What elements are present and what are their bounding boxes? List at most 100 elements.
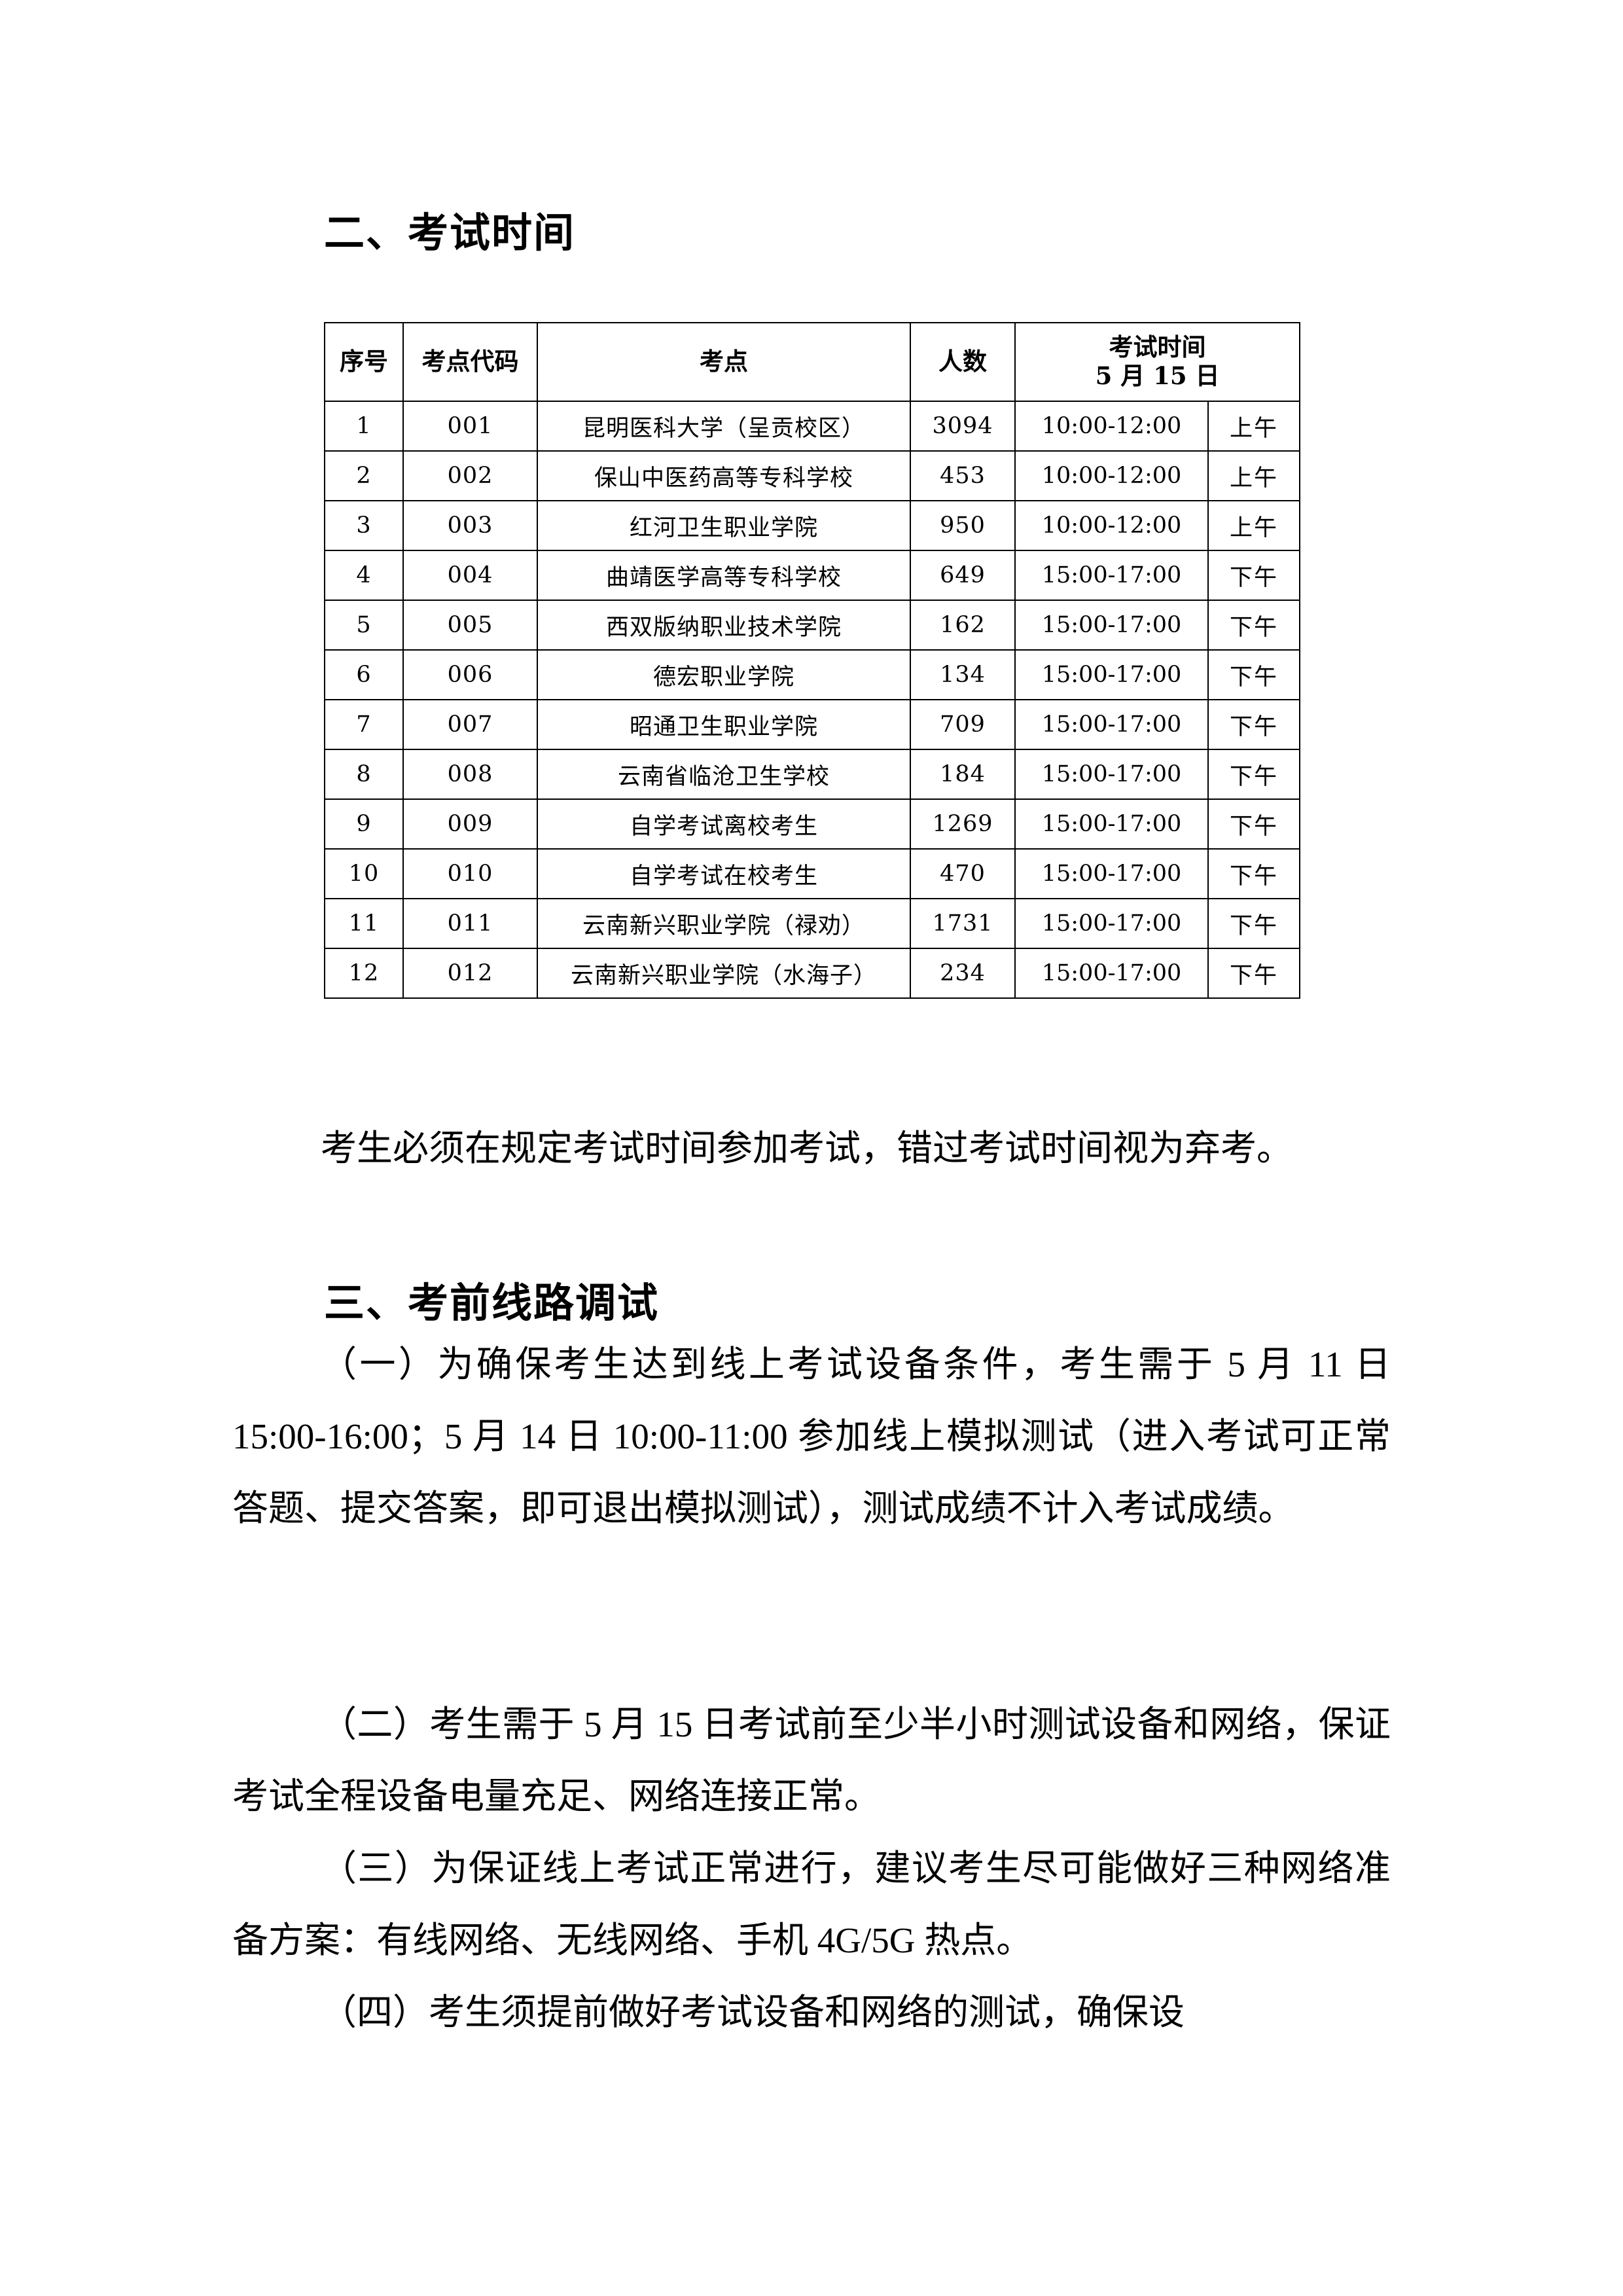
cell-site-name: 昆明医科大学（呈贡校区） xyxy=(537,401,911,452)
cell-person-count: 134 xyxy=(910,649,1016,700)
cell-person-count: 184 xyxy=(910,749,1016,800)
cell-sequence-number: 10 xyxy=(324,848,404,899)
header-cell-code: 考点代码 xyxy=(402,322,538,402)
cell-site-code: 004 xyxy=(402,550,538,601)
cell-exam-time: 15:00-17:00 xyxy=(1014,798,1209,850)
cell-half-day: 上午 xyxy=(1207,500,1301,551)
cell-half-day: 上午 xyxy=(1207,401,1301,452)
cell-exam-time: 10:00-12:00 xyxy=(1014,401,1209,452)
section-heading-exam-time: 二、考试时间 xyxy=(324,209,576,257)
header-cell-site: 考点 xyxy=(537,322,911,402)
table-body: 1 001 昆明医科大学（呈贡校区） 3094 10:00-12:00 上午 2 002 保山中… xyxy=(324,401,1301,999)
cell-site-name: 曲靖医学高等专科学校 xyxy=(537,550,911,601)
cell-site-name: 云南省临沧卫生学校 xyxy=(537,749,911,800)
section-heading-pre-exam-line-debug: 三、考前线路调试 xyxy=(324,1279,660,1327)
table-row: 1 001 昆明医科大学（呈贡校区） 3094 10:00-12:00 上午 xyxy=(324,401,1301,452)
table-header-row: 序号 考点代码 考点 人数 考试时间 5 月 15 日 xyxy=(324,322,1301,402)
table-row: 5 005 西双版纳职业技术学院 162 15:00-17:00 下午 xyxy=(324,600,1301,651)
table-row: 7 007 昭通卫生职业学院 709 15:00-17:00 下午 xyxy=(324,699,1301,750)
cell-exam-time: 10:00-12:00 xyxy=(1014,450,1209,501)
paragraph-item-four: （四）考生须提前做好考试设备和网络的测试，确保设 xyxy=(321,1992,1185,2032)
paragraph-item-three: （三）为保证线上考试正常进行，建议考生尽可能做好三种网络准备方案：有线网络、无线… xyxy=(232,1848,1391,1960)
cell-person-count: 1731 xyxy=(910,898,1016,949)
cell-sequence-number: 6 xyxy=(324,649,404,700)
cell-site-code: 010 xyxy=(402,848,538,899)
cell-sequence-number: 4 xyxy=(324,550,404,601)
header-cell-count: 人数 xyxy=(910,322,1016,402)
table-header: 序号 考点代码 考点 人数 考试时间 5 月 15 日 xyxy=(324,322,1301,402)
cell-sequence-number: 1 xyxy=(324,401,404,452)
cell-site-code: 003 xyxy=(402,500,538,551)
cell-person-count: 950 xyxy=(910,500,1016,551)
table-row: 8 008 云南省临沧卫生学校 184 15:00-17:00 下午 xyxy=(324,749,1301,800)
cell-exam-time: 15:00-17:00 xyxy=(1014,848,1209,899)
cell-person-count: 709 xyxy=(910,699,1016,750)
table-row: 2 002 保山中医药高等专科学校 453 10:00-12:00 上午 xyxy=(324,450,1301,501)
cell-site-name: 红河卫生职业学院 xyxy=(537,500,911,551)
cell-person-count: 234 xyxy=(910,948,1016,999)
cell-half-day: 下午 xyxy=(1207,649,1301,700)
cell-site-name: 昭通卫生职业学院 xyxy=(537,699,911,750)
cell-sequence-number: 2 xyxy=(324,450,404,501)
cell-sequence-number: 8 xyxy=(324,749,404,800)
cell-person-count: 162 xyxy=(910,600,1016,651)
header-cell-exam-time: 考试时间 5 月 15 日 xyxy=(1014,322,1301,402)
cell-site-code: 009 xyxy=(402,798,538,850)
cell-exam-time: 15:00-17:00 xyxy=(1014,550,1209,601)
table-row: 9 009 自学考试离校考生 1269 15:00-17:00 下午 xyxy=(324,798,1301,850)
header-exam-time-line1: 考试时间 xyxy=(1109,332,1206,362)
cell-half-day: 下午 xyxy=(1207,898,1301,949)
table-row: 6 006 德宏职业学院 134 15:00-17:00 下午 xyxy=(324,649,1301,700)
cell-half-day: 下午 xyxy=(1207,798,1301,850)
cell-sequence-number: 11 xyxy=(324,898,404,949)
cell-exam-time: 15:00-17:00 xyxy=(1014,948,1209,999)
exam-schedule-table-wrapper: 序号 考点代码 考点 人数 考试时间 5 月 15 日 1 001 昆明医科大学（呈… xyxy=(324,322,1301,999)
table-row: 4 004 曲靖医学高等专科学校 649 15:00-17:00 下午 xyxy=(324,550,1301,601)
cell-half-day: 下午 xyxy=(1207,749,1301,800)
cell-exam-time: 15:00-17:00 xyxy=(1014,649,1209,700)
cell-site-code: 012 xyxy=(402,948,538,999)
cell-site-code: 001 xyxy=(402,401,538,452)
cell-site-code: 007 xyxy=(402,699,538,750)
cell-person-count: 453 xyxy=(910,450,1016,501)
table-row: 10 010 自学考试在校考生 470 15:00-17:00 下午 xyxy=(324,848,1301,899)
cell-half-day: 下午 xyxy=(1207,600,1301,651)
cell-sequence-number: 3 xyxy=(324,500,404,551)
table-row: 12 012 云南新兴职业学院（水海子） 234 15:00-17:00 下午 xyxy=(324,948,1301,999)
cell-sequence-number: 12 xyxy=(324,948,404,999)
header-cell-seq: 序号 xyxy=(324,322,404,402)
table-row: 3 003 红河卫生职业学院 950 10:00-12:00 上午 xyxy=(324,500,1301,551)
exam-schedule-table: 序号 考点代码 考点 人数 考试时间 5 月 15 日 1 001 昆明医科大学（呈… xyxy=(324,322,1301,999)
table-row: 11 011 云南新兴职业学院（禄劝） 1731 15:00-17:00 下午 xyxy=(324,898,1301,949)
cell-site-code: 005 xyxy=(402,600,538,651)
cell-site-code: 011 xyxy=(402,898,538,949)
cell-site-name: 云南新兴职业学院（禄劝） xyxy=(537,898,911,949)
cell-half-day: 下午 xyxy=(1207,848,1301,899)
cell-site-name: 自学考试在校考生 xyxy=(537,848,911,899)
cell-site-code: 006 xyxy=(402,649,538,700)
cell-site-name: 自学考试离校考生 xyxy=(537,798,911,850)
paragraph-must-attend: 考生必须在规定考试时间参加考试，错过考试时间视为弃考。 xyxy=(321,1128,1293,1168)
header-exam-time-line2: 5 月 15 日 xyxy=(1095,361,1220,390)
cell-exam-time: 15:00-17:00 xyxy=(1014,898,1209,949)
cell-site-name: 西双版纳职业技术学院 xyxy=(537,600,911,651)
cell-site-name: 德宏职业学院 xyxy=(537,649,911,700)
cell-sequence-number: 7 xyxy=(324,699,404,750)
cell-exam-time: 10:00-12:00 xyxy=(1014,500,1209,551)
cell-person-count: 649 xyxy=(910,550,1016,601)
cell-exam-time: 15:00-17:00 xyxy=(1014,699,1209,750)
cell-sequence-number: 9 xyxy=(324,798,404,850)
cell-site-code: 008 xyxy=(402,749,538,800)
paragraph-item-two: （二）考生需于 5 月 15 日考试前至少半小时测试设备和网络，保证考试全程设备… xyxy=(232,1704,1391,1816)
cell-half-day: 下午 xyxy=(1207,699,1301,750)
cell-site-name: 保山中医药高等专科学校 xyxy=(537,450,911,501)
cell-half-day: 上午 xyxy=(1207,450,1301,501)
cell-person-count: 1269 xyxy=(910,798,1016,850)
paragraph-item-one: （一）为确保考生达到线上考试设备条件，考生需于 5 月 11 日 15:00-1… xyxy=(232,1344,1391,1528)
cell-person-count: 3094 xyxy=(910,401,1016,452)
cell-site-name: 云南新兴职业学院（水海子） xyxy=(537,948,911,999)
cell-exam-time: 15:00-17:00 xyxy=(1014,600,1209,651)
cell-half-day: 下午 xyxy=(1207,948,1301,999)
cell-site-code: 002 xyxy=(402,450,538,501)
